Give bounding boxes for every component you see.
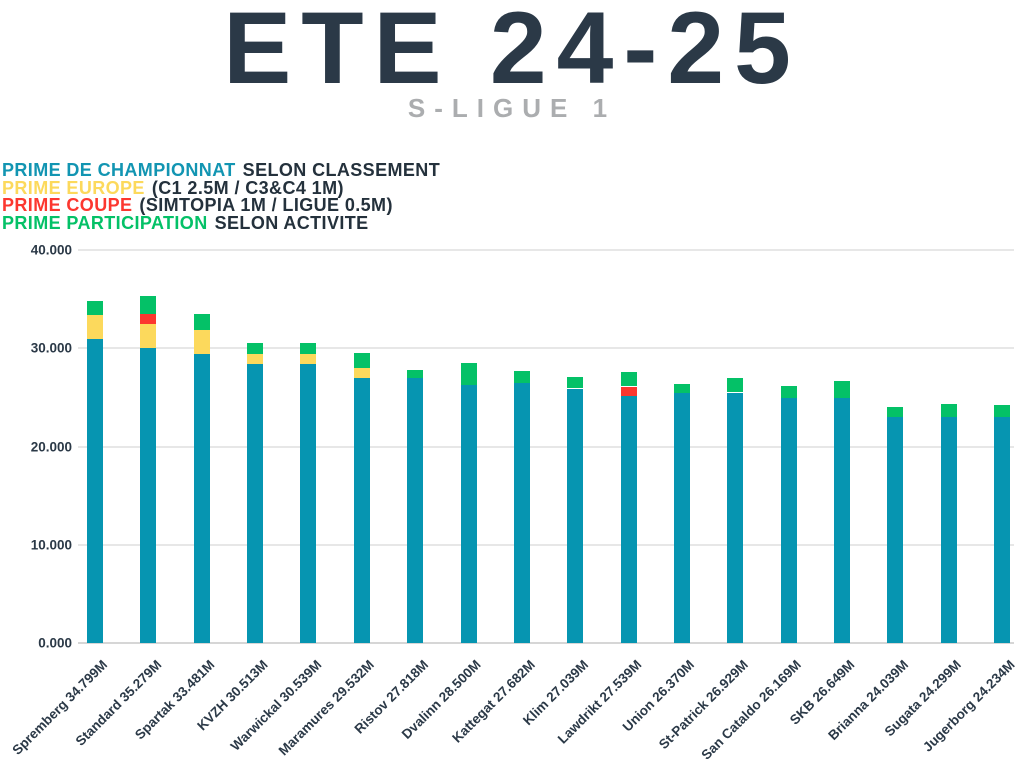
legend-line-participation: PRIME PARTICIPATION SELON ACTIVITE: [2, 212, 440, 233]
bar-segment-europe: [140, 323, 157, 349]
bar-segment-participation: [300, 343, 317, 355]
bar-segment-europe: [247, 354, 264, 364]
legend-key-europe: PRIME EUROPE: [2, 177, 145, 198]
bar-segment-championnat: [247, 364, 264, 643]
bar-segment-europe: [193, 329, 210, 355]
bar-segment-championnat: [513, 382, 530, 643]
bar-segment-championnat: [780, 398, 797, 643]
bar-segment-participation: [940, 404, 957, 418]
bar-segment-participation: [87, 301, 103, 315]
gridline: [78, 445, 1014, 448]
legend-line-coupe: PRIME COUPE (SIMTOPIA 1M / LIGUE 0.5M): [2, 195, 440, 215]
bar-segment-championnat: [673, 393, 690, 643]
bar-segment-europe: [87, 314, 103, 340]
gridline: [78, 347, 1014, 350]
legend-key-coupe: PRIME COUPE: [2, 195, 133, 215]
bar-segment-europe: [353, 367, 370, 378]
x-axis-label: Jugerborg 24.234M: [919, 657, 1018, 755]
bar-segment-participation: [353, 352, 370, 368]
legend-suffix-coupe: (SIMTOPIA 1M / LIGUE 0.5M): [139, 195, 393, 215]
gridline: [78, 249, 1014, 251]
legend-suffix-participation: SELON ACTIVITE: [214, 212, 369, 233]
bar-segment-participation: [620, 372, 637, 387]
bar-segment-championnat: [353, 377, 370, 643]
y-axis-label: 0.000: [38, 635, 72, 651]
legend-suffix-championnat: SELON CLASSEMENT: [242, 160, 441, 180]
page-subtitle: S-LIGUE 1: [407, 93, 617, 123]
bar-segment-coupe: [140, 313, 157, 324]
bar-segment-championnat: [727, 392, 744, 643]
bar-segment-participation: [673, 383, 690, 394]
bar-segment-participation: [887, 406, 904, 417]
bar-segment-championnat: [407, 377, 424, 643]
bar-segment-participation: [193, 314, 210, 330]
bar-segment-participation: [460, 363, 477, 385]
legend-line-championnat: PRIME DE CHAMPIONNAT SELON CLASSEMENT: [2, 160, 441, 180]
bar-segment-participation: [994, 404, 1010, 417]
page-title: ETE 24-25: [223, 0, 801, 105]
bar-segment-championnat: [460, 384, 477, 643]
y-axis-label: 30.000: [30, 340, 72, 356]
bar-segment-participation: [567, 377, 584, 389]
legend: PRIME DE CHAMPIONNAT SELON CLASSEMENT PRI…: [2, 160, 441, 233]
legend-key-championnat: PRIME DE CHAMPIONNAT: [2, 160, 236, 180]
bar-segment-championnat: [833, 398, 850, 643]
bar-segment-participation: [513, 371, 530, 383]
bar-segment-championnat: [87, 339, 103, 643]
legend-line-europe: PRIME EUROPE (C1 2.5M / C3&C4 1M): [2, 177, 440, 198]
bar-segment-participation: [833, 381, 850, 399]
bar-segment-championnat: [940, 417, 957, 643]
bar-segment-participation: [407, 369, 424, 378]
legend-suffix-europe: (C1 2.5M / C3&C4 1M): [151, 177, 344, 198]
gridline: [78, 642, 1014, 644]
bar-segment-europe: [300, 354, 317, 364]
y-axis-label: 20.000: [30, 439, 72, 454]
x-axis-label: San Cataldo 26.169M: [698, 657, 805, 763]
bar-segment-championnat: [300, 364, 317, 643]
bar-segment-championnat: [620, 396, 637, 643]
legend-key-participation: PRIME PARTICIPATION: [2, 212, 208, 233]
bar-segment-championnat: [994, 417, 1010, 643]
bar-segment-championnat: [193, 354, 210, 643]
bar-segment-championnat: [567, 388, 584, 643]
bar-segment-participation: [780, 385, 797, 399]
x-axis-label: Spremberg 34.799M: [9, 657, 111, 758]
y-axis-label: 40.000: [30, 242, 72, 258]
bar-segment-participation: [247, 343, 264, 355]
gridline: [78, 543, 1014, 546]
bar-segment-championnat: [140, 348, 157, 644]
bar-segment-participation: [140, 296, 157, 314]
bar-segment-coupe: [620, 386, 637, 397]
x-axis-label: St-Patrick 26.929M: [655, 657, 751, 752]
x-axis-label: Warwickal 30.539M: [227, 657, 325, 754]
x-axis-label: Maramures 29.532M: [276, 657, 378, 759]
y-axis-label: 10.000: [30, 537, 72, 553]
bar-segment-participation: [727, 378, 744, 393]
bar-segment-championnat: [887, 417, 904, 643]
